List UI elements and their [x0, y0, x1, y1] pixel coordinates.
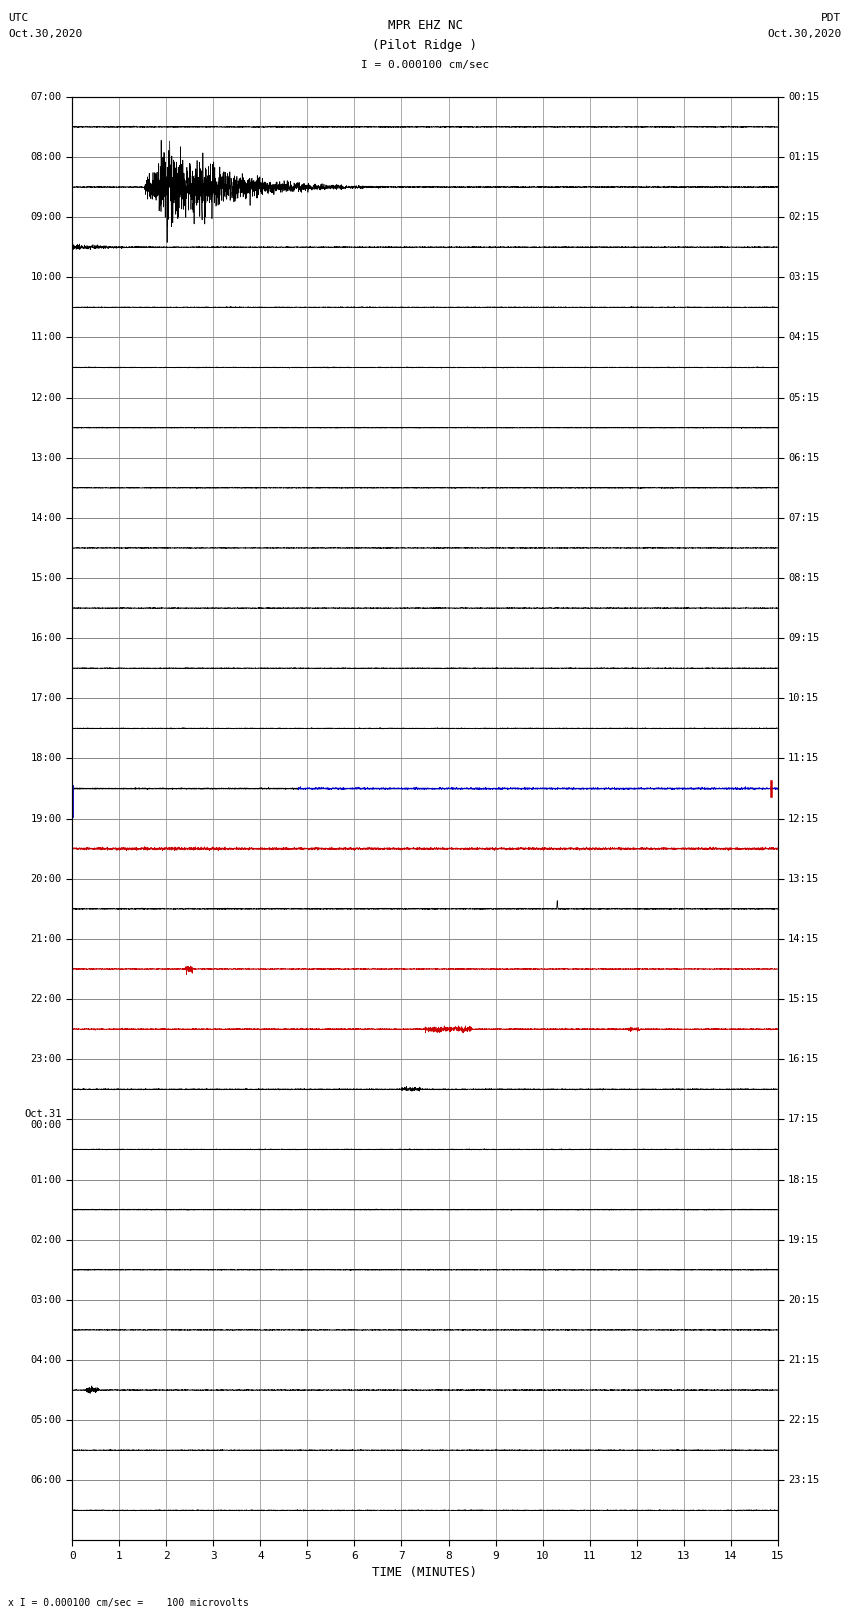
X-axis label: TIME (MINUTES): TIME (MINUTES): [372, 1566, 478, 1579]
Text: Oct.30,2020: Oct.30,2020: [8, 29, 82, 39]
Text: Oct.30,2020: Oct.30,2020: [768, 29, 842, 39]
Text: MPR EHZ NC: MPR EHZ NC: [388, 19, 462, 32]
Text: (Pilot Ridge ): (Pilot Ridge ): [372, 39, 478, 52]
Text: PDT: PDT: [821, 13, 842, 23]
Text: x I = 0.000100 cm/sec =    100 microvolts: x I = 0.000100 cm/sec = 100 microvolts: [8, 1598, 249, 1608]
Text: I = 0.000100 cm/sec: I = 0.000100 cm/sec: [361, 60, 489, 69]
Text: UTC: UTC: [8, 13, 29, 23]
